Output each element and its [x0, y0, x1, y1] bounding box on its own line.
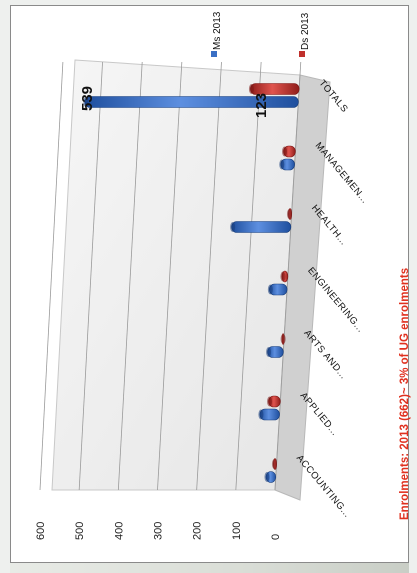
legend-ms-swatch: [211, 51, 217, 57]
y-tick-label: 400: [113, 522, 125, 540]
y-tick-label: 0: [270, 534, 282, 540]
y-tick-label: 500: [74, 522, 86, 540]
ds-bar-cap: [280, 334, 286, 344]
ds-bar-cap: [248, 84, 254, 94]
ms-bar-cap: [230, 222, 236, 232]
ds-bar-cap: [282, 146, 288, 157]
ms-totals-label: 539: [79, 86, 96, 111]
ds-totals-label: 123: [253, 93, 270, 118]
ds-bar-cap: [267, 396, 273, 407]
ms-bar-cap: [264, 472, 270, 482]
ms-bar-cap: [258, 409, 264, 420]
y-axis-ticks: 0 100 200 300 400 500 600: [35, 522, 282, 540]
grid-line: [157, 61, 183, 491]
ds-bar-cap: [286, 209, 292, 219]
grid-line: [78, 61, 103, 491]
legend-ms-label: Ms 2013: [212, 11, 223, 50]
ms-bar-cap: [83, 97, 89, 107]
ds-bar: [250, 83, 300, 95]
grid-line: [235, 61, 262, 491]
enrolment-annotation: Enrolments: 2013 (662)~ 3% of UG enrolme…: [399, 268, 411, 520]
ms-bar: [231, 221, 292, 233]
grid-line: [117, 61, 143, 491]
ms-bar-cap: [266, 347, 272, 357]
grid-line: [196, 61, 222, 491]
grid-line: [39, 61, 64, 491]
legend-ds-label: Ds 2013: [300, 12, 311, 50]
legend-ds-swatch: [299, 51, 305, 57]
category-label: ACCOUNTING...: [294, 453, 353, 520]
legend: Ms 2013 Ds 2013: [211, 11, 311, 57]
y-tick-label: 200: [192, 522, 204, 540]
ms-bar-cap: [279, 159, 285, 170]
bars: [83, 83, 300, 483]
ds-bar-cap: [271, 459, 277, 469]
ds-bar-cap: [280, 271, 286, 282]
y-tick-label: 300: [153, 522, 165, 540]
ms-bar-cap: [267, 284, 273, 295]
bottom-strip: [10, 563, 409, 573]
grid-lines: [39, 61, 302, 491]
plot-wall: [51, 59, 301, 491]
y-tick-label: 600: [35, 522, 47, 540]
y-tick-label: 100: [231, 522, 243, 540]
